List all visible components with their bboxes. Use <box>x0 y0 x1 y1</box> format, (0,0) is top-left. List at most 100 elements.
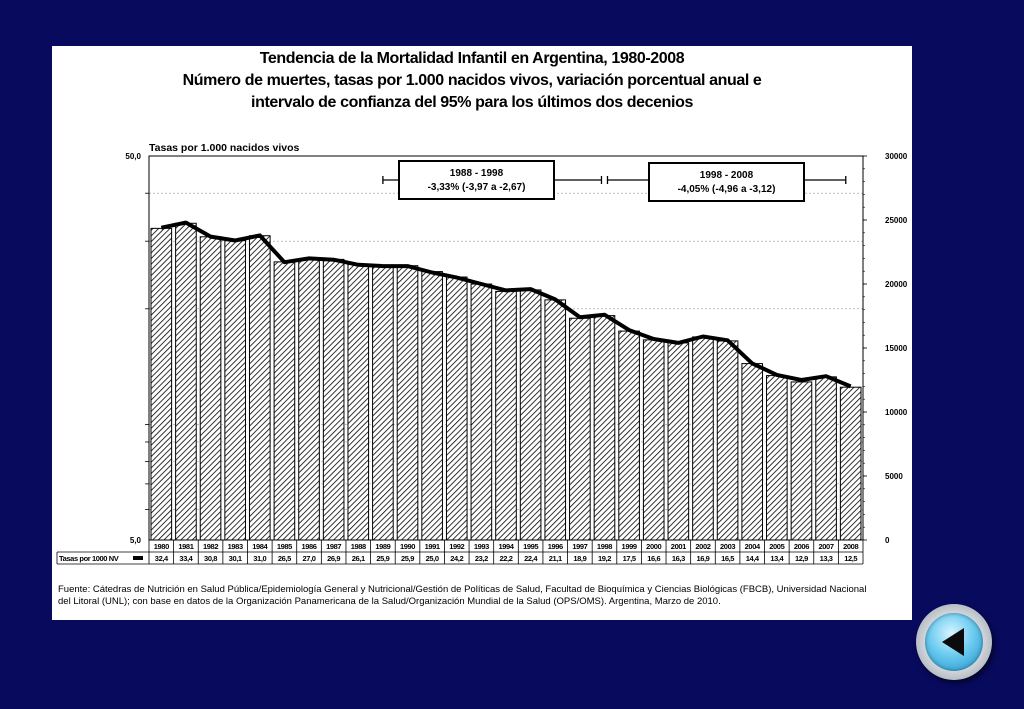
rate-label: 19,2 <box>598 554 611 563</box>
y2-tick-label: 10000 <box>885 408 908 417</box>
bar <box>766 375 788 541</box>
bar <box>593 315 616 541</box>
bar <box>224 240 246 541</box>
year-label: 1990 <box>400 542 415 551</box>
y2-tick-label: 0 <box>885 536 890 545</box>
year-label: 1988 <box>351 542 366 551</box>
bar <box>175 222 197 541</box>
bar <box>815 376 837 541</box>
deaths-line <box>160 220 852 389</box>
rate-label: 26,5 <box>278 554 291 563</box>
y2-tick-label: 20000 <box>885 280 908 289</box>
bar <box>248 235 271 541</box>
rate-label: 30,8 <box>204 554 217 563</box>
year-label: 1982 <box>203 542 218 551</box>
year-label: 1983 <box>228 542 243 551</box>
year-label: 1981 <box>178 542 193 551</box>
bar <box>396 265 419 541</box>
y2-tick-label: 25000 <box>885 216 908 225</box>
rate-label: 12,5 <box>844 554 857 563</box>
bar <box>544 299 567 541</box>
year-label: 1996 <box>548 542 563 551</box>
chart-title: Tendencia de la Mortalidad Infantil en A… <box>52 48 892 114</box>
year-label: 1984 <box>252 542 268 551</box>
rate-label: 22,4 <box>524 554 538 563</box>
y2-tick-label: 30000 <box>885 152 908 161</box>
rate-label: 16,9 <box>696 554 709 563</box>
year-label: 1997 <box>572 542 587 551</box>
year-label: 2004 <box>745 542 761 551</box>
rate-label: 26,1 <box>352 554 365 563</box>
back-arrow-icon <box>942 628 964 656</box>
annotation-period: 1998 - 2008 <box>700 170 754 181</box>
bar <box>322 258 345 541</box>
source-note: Fuente: Cátedras de Nutrición en Salud P… <box>58 584 867 607</box>
title-line: Tendencia de la Mortalidad Infantil en A… <box>259 50 685 67</box>
rate-label: 24,2 <box>450 554 463 563</box>
bar <box>199 236 222 541</box>
bar <box>372 265 394 541</box>
legend-label: Tasas por 1000 NV <box>59 554 119 563</box>
rate-label: 25,0 <box>426 554 439 563</box>
back-button[interactable] <box>916 604 992 680</box>
subtitle-line: intervalo de confianza del 95% para los … <box>251 94 693 111</box>
year-label: 2005 <box>769 542 784 551</box>
bar <box>519 289 542 541</box>
bar <box>298 258 320 541</box>
annotation-box <box>648 162 805 202</box>
rate-label: 13,3 <box>820 554 833 563</box>
y2-tick-label: 15000 <box>885 344 908 353</box>
bar <box>273 261 296 541</box>
year-label: 1993 <box>474 542 489 551</box>
year-label: 1992 <box>449 542 464 551</box>
chart-panel: 50,0 5,0 Tasas por 1.000 nacidos vivos 3000… <box>52 46 912 620</box>
bar <box>347 263 370 541</box>
year-label: 2001 <box>671 542 686 551</box>
year-label: 1985 <box>277 542 292 551</box>
bar <box>667 342 690 541</box>
year-label: 1989 <box>375 542 390 551</box>
year-label: 1980 <box>154 542 169 551</box>
year-label: 2003 <box>720 542 735 551</box>
rate-label: 17,5 <box>623 554 636 563</box>
rate-label: 13,4 <box>770 554 784 563</box>
year-label: 2006 <box>794 542 809 551</box>
bar <box>421 271 443 541</box>
rate-label: 26,9 <box>327 554 340 563</box>
bar <box>495 290 517 541</box>
annotation-change: -4,05% (-4,96 a -3,12) <box>678 184 776 195</box>
bar <box>445 276 468 541</box>
bar <box>470 283 493 541</box>
bar <box>618 330 640 541</box>
chart: 50,0 5,0 Tasas por 1.000 nacidos vivos 3000… <box>56 142 908 565</box>
year-label: 2008 <box>843 542 858 551</box>
bar <box>692 336 714 541</box>
bar <box>790 381 813 541</box>
year-label: 1994 <box>498 542 514 551</box>
bar <box>716 340 739 541</box>
rate-label: 21,1 <box>549 554 562 563</box>
rate-label: 12,9 <box>795 554 808 563</box>
year-label: 1991 <box>425 542 440 551</box>
legend-swatch <box>133 556 143 560</box>
y-tick-label: 50,0 <box>125 152 141 161</box>
rate-label: 16,3 <box>672 554 685 563</box>
rate-label: 25,9 <box>401 554 414 563</box>
rate-label: 16,5 <box>721 554 734 563</box>
rate-label: 32,4 <box>155 554 169 563</box>
annotation-box <box>398 160 555 200</box>
annotation-change: -3,33% (-3,97 a -2,67) <box>428 182 526 193</box>
bar <box>150 227 173 541</box>
rate-label: 33,4 <box>179 554 193 563</box>
rate-label: 25,9 <box>376 554 389 563</box>
rate-label: 18,9 <box>573 554 586 563</box>
year-label: 1999 <box>622 542 637 551</box>
rate-label: 16,6 <box>647 554 660 563</box>
y-axis-label: Tasas por 1.000 nacidos vivos <box>149 142 300 154</box>
year-label: 2007 <box>819 542 834 551</box>
bar <box>569 317 591 541</box>
bar <box>741 363 764 541</box>
rate-label: 23,2 <box>475 554 488 563</box>
year-label: 1995 <box>523 542 538 551</box>
rate-label: 31,0 <box>253 554 266 563</box>
